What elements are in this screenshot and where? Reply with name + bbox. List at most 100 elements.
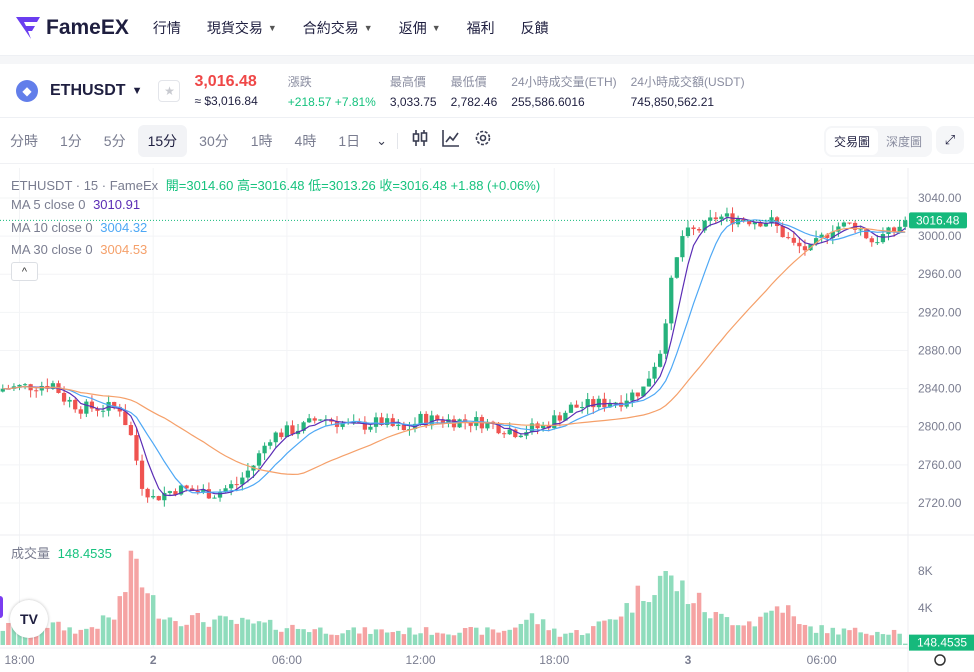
volume-bar bbox=[568, 632, 574, 645]
volume-bar bbox=[708, 618, 713, 645]
volume-bar bbox=[552, 628, 557, 645]
candle bbox=[869, 238, 874, 243]
candle bbox=[702, 220, 707, 231]
volume-bar bbox=[485, 627, 490, 645]
volume-bar bbox=[819, 625, 824, 645]
nav-item-2[interactable]: 合約交易 ▼ bbox=[303, 18, 373, 38]
volume-bar bbox=[396, 630, 401, 645]
volume-bar bbox=[357, 633, 362, 645]
volume-bar bbox=[669, 575, 674, 645]
volume-bar bbox=[691, 603, 696, 645]
volume-bar bbox=[306, 632, 312, 645]
ma5-label: MA 5 close 0 bbox=[11, 197, 86, 212]
nav-item-4[interactable]: 福利 bbox=[467, 18, 495, 38]
volume-bar bbox=[618, 616, 624, 645]
candlestick-type-icon[interactable] bbox=[412, 129, 428, 152]
volume-bar bbox=[72, 633, 78, 645]
volume-bar bbox=[134, 558, 139, 645]
volume-bar bbox=[841, 628, 847, 645]
stat-value: 3,033.75 bbox=[389, 94, 437, 109]
axis-settings-icon[interactable] bbox=[934, 654, 946, 666]
volume-bar bbox=[11, 622, 17, 645]
chevron-down-icon[interactable]: ▼ bbox=[131, 84, 143, 97]
settings-gear-icon[interactable] bbox=[474, 129, 492, 152]
volume-bar bbox=[462, 628, 468, 645]
volume-bar bbox=[780, 612, 785, 645]
timeframe-tab-4[interactable]: 30分 bbox=[199, 132, 229, 149]
volume-bar bbox=[847, 630, 852, 645]
candle bbox=[312, 418, 317, 421]
ticker-stat: 24小時成交額(USDT) 745,850,562.21 bbox=[631, 73, 745, 109]
candle bbox=[61, 392, 67, 402]
volume-bar bbox=[301, 629, 306, 645]
volume-bar bbox=[295, 628, 301, 645]
side-panel-tab[interactable] bbox=[0, 596, 3, 618]
volume-bar bbox=[6, 622, 11, 645]
candle bbox=[602, 398, 607, 408]
timeframe-tab-1[interactable]: 1分 bbox=[60, 132, 82, 149]
price-tick-label: 2960.00 bbox=[918, 267, 962, 281]
candle bbox=[646, 378, 652, 387]
tab-depth-chart[interactable]: 深度圖 bbox=[885, 135, 922, 149]
volume-bar bbox=[351, 627, 356, 645]
candle bbox=[184, 485, 189, 489]
collapse-legend-button[interactable]: ^ bbox=[11, 262, 38, 281]
nav-item-3[interactable]: 返佣 ▼ bbox=[399, 18, 441, 38]
legend-ohlc: 開=3014.60 高=3016.48 低=3013.26 收=3016.48 … bbox=[165, 178, 541, 193]
volume-bar bbox=[880, 634, 886, 645]
nav-item-5[interactable]: 反饋 bbox=[521, 18, 549, 38]
timeframe-tab-5[interactable]: 1時 bbox=[250, 132, 273, 149]
more-timeframes-chevron-icon[interactable]: ⌄ bbox=[376, 132, 388, 148]
volume-bar bbox=[451, 635, 457, 645]
volume-bar bbox=[84, 628, 89, 645]
nav-item-0[interactable]: 行情 bbox=[153, 18, 181, 38]
time-axis-label: 06:00 bbox=[272, 653, 302, 667]
candle bbox=[134, 435, 139, 461]
candle bbox=[67, 399, 72, 402]
nav-item-1[interactable]: 現貨交易 ▼ bbox=[207, 18, 277, 38]
volume-bar bbox=[368, 633, 373, 645]
candle bbox=[791, 237, 796, 243]
chevron-down-icon: ▼ bbox=[431, 22, 441, 33]
candle bbox=[825, 234, 830, 238]
volume-bar bbox=[279, 631, 284, 645]
candle bbox=[568, 404, 574, 413]
ma30-legend: MA 30 close 0 3004.53 bbox=[11, 242, 147, 257]
volume-bar bbox=[340, 633, 345, 645]
volume-bar bbox=[318, 627, 323, 645]
price-chart[interactable]: 3040.00 3000.00 2960.00 2920.00 2880.00 2840.… bbox=[0, 168, 974, 672]
ma5-value: 3010.91 bbox=[93, 197, 141, 212]
volume-bar bbox=[685, 604, 691, 645]
indicators-icon[interactable] bbox=[442, 129, 460, 152]
symbol-selector[interactable]: ETHUSDT bbox=[50, 81, 126, 99]
tab-trading-chart[interactable]: 交易圖 bbox=[825, 128, 878, 155]
volume-bar bbox=[106, 617, 111, 645]
candle bbox=[652, 366, 657, 379]
timeframe-tab-2[interactable]: 5分 bbox=[103, 132, 126, 149]
candle bbox=[217, 491, 223, 498]
candle bbox=[195, 491, 200, 493]
candle bbox=[780, 226, 785, 238]
volume-bar bbox=[830, 627, 836, 645]
brand-logo[interactable]: FameEX bbox=[16, 16, 129, 40]
volume-bar bbox=[128, 550, 134, 645]
nav-item-label: 返佣 bbox=[398, 19, 427, 36]
timeframe-tab-6[interactable]: 4時 bbox=[294, 132, 317, 149]
volume-bar bbox=[507, 629, 512, 645]
tradingview-logo-icon[interactable]: TV bbox=[10, 600, 48, 638]
candle bbox=[117, 406, 122, 412]
favorite-star-button[interactable]: ★ bbox=[158, 79, 181, 102]
volume-bar bbox=[100, 615, 106, 645]
nav-item-label: 行情 bbox=[152, 19, 181, 36]
candle bbox=[290, 425, 295, 435]
timeframe-tab-3[interactable]: 15分 bbox=[137, 124, 188, 157]
candle bbox=[875, 242, 880, 244]
timeframe-tab-7[interactable]: 1日 bbox=[338, 132, 361, 149]
volume-bar bbox=[719, 613, 724, 645]
volume-bar bbox=[407, 627, 412, 645]
candle bbox=[891, 227, 897, 233]
volume-bar bbox=[0, 630, 6, 645]
volume-bar bbox=[713, 612, 719, 645]
fullscreen-expand-icon[interactable]: ⤢ bbox=[936, 126, 964, 154]
timeframe-tab-0[interactable]: 分時 bbox=[10, 132, 38, 149]
